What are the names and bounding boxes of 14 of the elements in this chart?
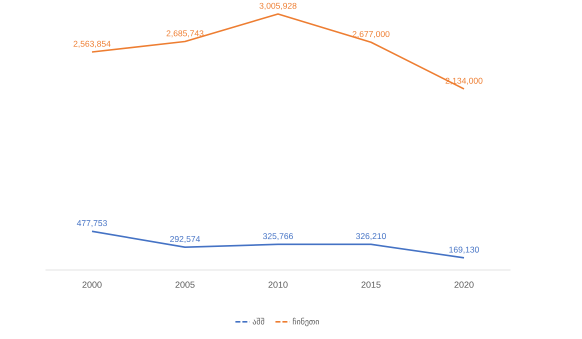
data-label: 2,677,000 <box>352 31 390 38</box>
data-label: 477,753 <box>76 220 107 228</box>
x-tick-label: 2010 <box>268 282 288 288</box>
data-label: 2,685,743 <box>166 30 204 38</box>
data-label: 326,210 <box>356 233 386 240</box>
x-tick-label: 2015 <box>361 282 381 288</box>
data-label: 325,766 <box>263 233 293 240</box>
x-tick-label: 2005 <box>175 282 195 288</box>
x-tick-label: 2000 <box>82 282 102 288</box>
data-label: 2,563,854 <box>74 40 111 48</box>
data-label: 169,130 <box>449 246 479 254</box>
data-label: 3,005,928 <box>259 2 296 10</box>
x-tick-label: 2020 <box>454 282 474 288</box>
data-label: 292,574 <box>170 236 200 243</box>
